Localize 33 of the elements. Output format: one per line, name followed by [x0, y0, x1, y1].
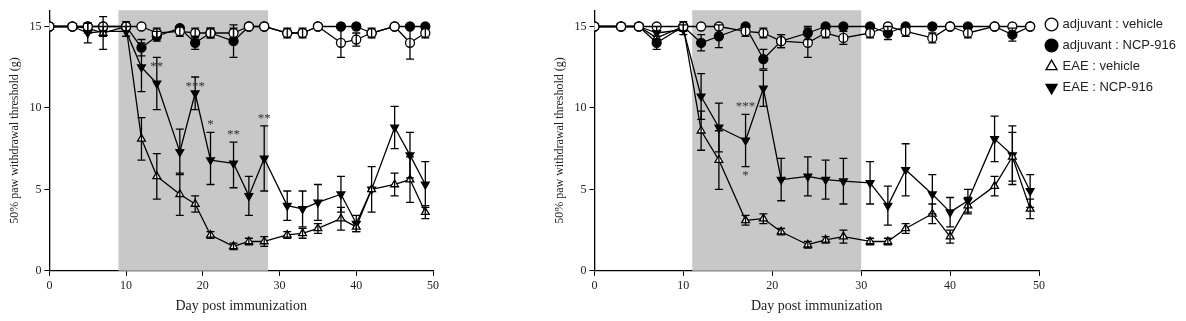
y-axis-title: 50% paw withdrawal threshold (g) [7, 57, 22, 224]
y-tick-label: 15 [574, 18, 587, 33]
x-axis-title: Day post immunization [751, 298, 883, 314]
y-tick-label: 0 [580, 262, 587, 277]
x-tick-label: 20 [766, 278, 779, 293]
y-tick-label: 5 [580, 181, 587, 196]
x-tick-label: 40 [944, 278, 957, 293]
annotation: *** [735, 98, 756, 114]
y-tick-label: 10 [29, 100, 42, 115]
legend-label: adjuvant : vehicle [1062, 16, 1163, 32]
y-tick-label: 10 [574, 100, 587, 115]
legend-label: adjuvant : NCP-916 [1062, 37, 1176, 53]
x-tick-label: 0 [46, 278, 53, 293]
x-tick-label: 50 [1033, 278, 1046, 293]
x-tick-label: 20 [196, 278, 209, 293]
annotation: ** [257, 109, 271, 125]
annotation: * [207, 116, 214, 132]
x-tick-label: 50 [427, 278, 439, 293]
x-tick-label: 0 [591, 278, 598, 293]
x-tick-label: 30 [855, 278, 868, 293]
y-tick-label: 0 [35, 262, 42, 277]
y-tick-label: 15 [29, 18, 42, 33]
legend-label: EAE : vehicle [1062, 58, 1140, 74]
y-axis-title: 50% paw withdrawal threshold (g) [552, 57, 567, 224]
x-tick-label: 40 [350, 278, 363, 293]
x-tick-label: 10 [677, 278, 690, 293]
x-tick-label: 30 [273, 278, 286, 293]
x-axis-title: Day post immunization [175, 298, 307, 314]
annotation: * [742, 167, 749, 183]
legend-label: EAE : NCP-916 [1062, 79, 1153, 95]
x-tick-label: 10 [120, 278, 133, 293]
y-tick-label: 5 [35, 181, 42, 196]
annotation: ** [227, 126, 241, 142]
